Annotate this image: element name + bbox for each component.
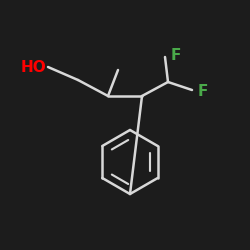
Text: F: F xyxy=(198,84,208,100)
Text: HO: HO xyxy=(20,60,46,74)
Text: F: F xyxy=(171,48,181,62)
